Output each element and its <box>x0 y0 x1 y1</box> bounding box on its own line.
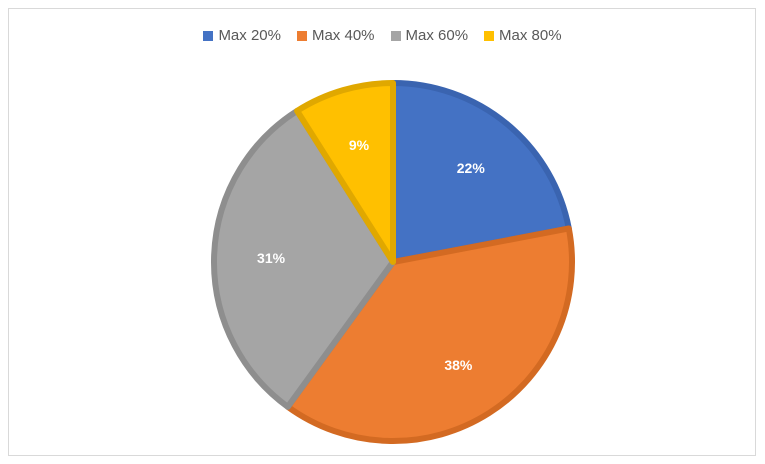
legend-item-max-60: Max 60% <box>390 27 469 44</box>
legend: Max 20% Max 40% Max 60% Max 80% <box>0 27 765 44</box>
legend-label-max-40: Max 40% <box>311 27 375 44</box>
legend-swatch-max-80 <box>484 30 495 41</box>
legend-swatch-max-20 <box>203 30 214 41</box>
pie-slices <box>211 80 575 444</box>
pie-slice-max-60 <box>211 107 396 410</box>
legend-item-max-20: Max 20% <box>203 27 281 44</box>
data-label-max-80: 9% <box>349 137 370 153</box>
data-label-max-40: 38% <box>444 357 473 373</box>
legend-item-max-80: Max 80% <box>484 27 562 44</box>
pie-slice-max-80 <box>294 80 396 265</box>
pie-slice-max-20 <box>390 80 572 265</box>
legend-swatch-max-60 <box>390 30 401 41</box>
data-label-max-20: 22% <box>457 160 486 176</box>
pie-slice-max-40 <box>284 225 575 444</box>
legend-label-max-20: Max 20% <box>218 27 281 44</box>
legend-swatch-max-40 <box>296 30 307 41</box>
legend-label-max-80: Max 80% <box>499 27 562 44</box>
data-label-max-60: 31% <box>257 250 286 266</box>
legend-label-max-60: Max 60% <box>405 27 469 44</box>
legend-item-max-40: Max 40% <box>296 27 375 44</box>
pie-data-labels: 22% 38% 31% 9% <box>257 137 485 373</box>
